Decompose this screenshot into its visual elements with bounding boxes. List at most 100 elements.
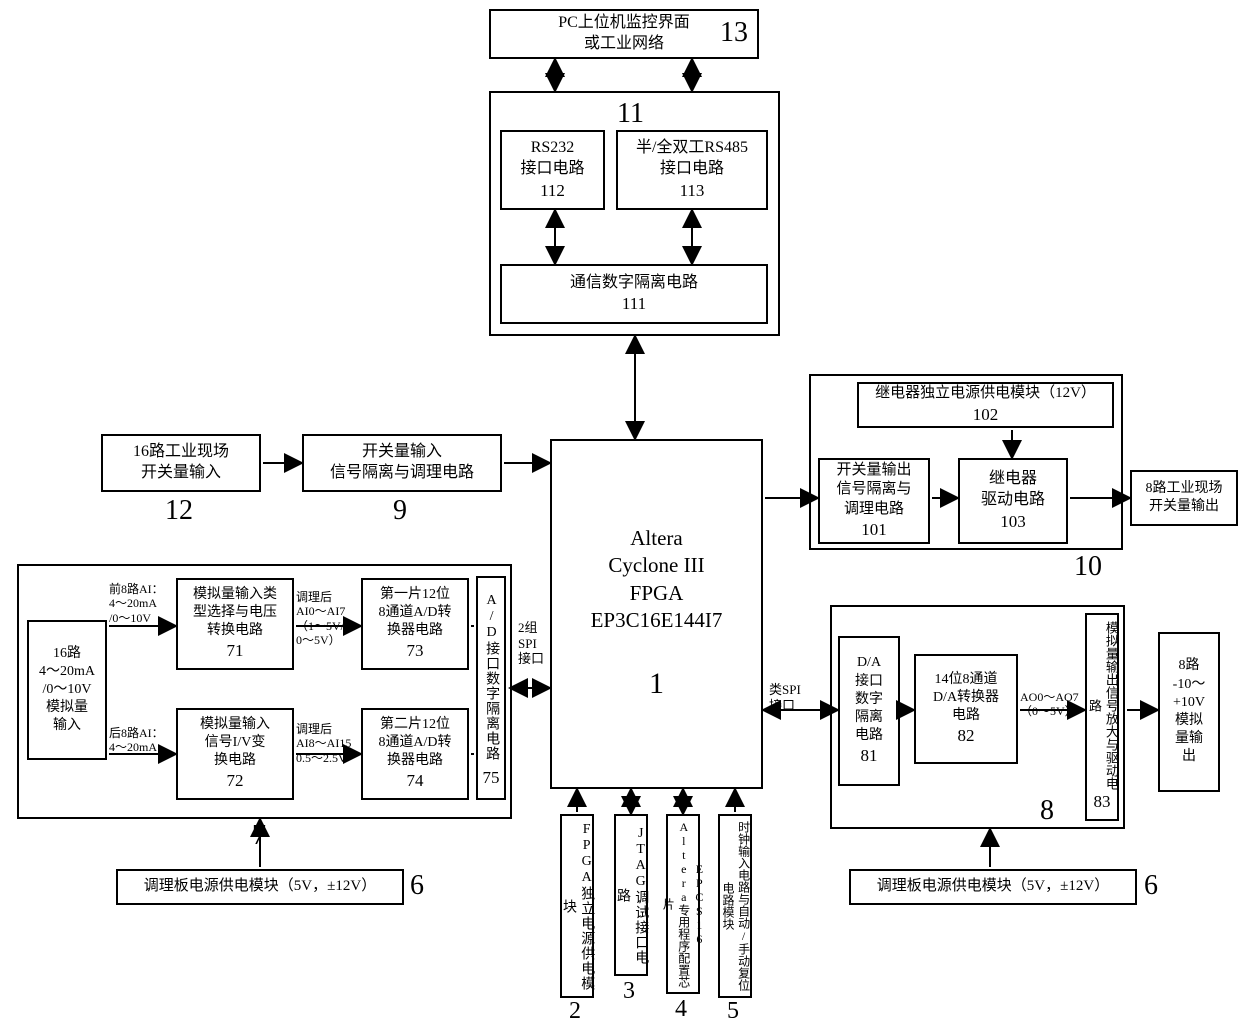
b113-l1: 半/全双工RS485 [636, 138, 748, 159]
b7in-l4: 模拟量 [46, 699, 88, 717]
b75-l1: A/D接口数字隔离电路 [482, 587, 500, 767]
b6l-l1: 调理板电源供电模块（5V，±12V） [144, 877, 376, 897]
box-2: FPGA独立电源供电模块 [560, 814, 594, 998]
b81-l1: D/A [857, 654, 881, 672]
b3-l1: JTAG调试接口电路 [613, 820, 649, 970]
b73-l1: 第一片12位 [380, 586, 450, 604]
b73-l2: 8通道A/D转 [378, 604, 451, 622]
b8o-l1: 8路 [1179, 657, 1200, 675]
label-cond1: 调理后 AI0～AI7 （1～5V/ 0～5V） [296, 590, 345, 648]
b13-l2: 或工业网络 [584, 34, 664, 55]
b83-l1: 模拟量输出信号放大与驱动电路 [1085, 621, 1119, 791]
b10o-l2: 开关量输出 [1149, 498, 1219, 516]
b102-l1: 继电器独立电源供电模块（12V） [875, 384, 1096, 404]
box-102: 继电器独立电源供电模块（12V） 102 [857, 382, 1114, 428]
b82-sub: 82 [958, 725, 975, 747]
num-6l: 6 [410, 870, 424, 902]
b8o-l4: 模拟 [1175, 712, 1203, 730]
box-81: D/A 接口 数字 隔离 电路 81 [838, 636, 900, 786]
box-5: 时钟输入电路与自动/手动复位电路模块 [718, 814, 752, 998]
num-13: 13 [720, 17, 748, 49]
b102-sub: 102 [973, 404, 999, 426]
b81-sub: 81 [861, 745, 878, 767]
b101-sub: 101 [861, 519, 887, 541]
b103-sub: 103 [1000, 511, 1026, 533]
box-82: 14位8通道 D/A转换器 电路 82 [914, 654, 1018, 764]
num-1: 1 [649, 664, 664, 703]
b81-l4: 隔离 [855, 709, 883, 727]
b74-l2: 8通道A/D转 [378, 734, 451, 752]
label-front8: 前8路AI： 4～20mA /0～10V [109, 582, 164, 625]
box-75: A/D接口数字隔离电路 75 [476, 576, 506, 800]
box-101: 开关量输出 信号隔离与 调理电路 101 [818, 458, 930, 544]
b113-l2: 接口电路 [660, 159, 724, 180]
b112-l1: RS232 [531, 138, 575, 159]
b1-l2: Cyclone III [608, 552, 704, 579]
b112-l2: 接口电路 [520, 159, 584, 180]
num-5: 5 [727, 998, 739, 1025]
b101-l1: 开关量输出 [836, 461, 911, 481]
box-8out: 8路 -10～ +10V 模拟 量输 出 [1158, 632, 1220, 792]
b1-l3: FPGA [630, 580, 684, 607]
b7in-l3: /0～10V [43, 681, 92, 699]
b82-l3: 电路 [952, 707, 980, 725]
b111-sub: 111 [622, 293, 646, 315]
b72-l3: 换电路 [214, 752, 256, 770]
b71-l3: 转换电路 [207, 622, 263, 640]
num-12: 12 [165, 495, 193, 527]
b8o-l5: 量输 [1175, 730, 1203, 748]
b103-l2: 驱动电路 [981, 490, 1045, 511]
box-74: 第二片12位 8通道A/D转 换器电路 74 [361, 708, 469, 800]
b82-l2: D/A转换器 [933, 689, 999, 707]
b101-l3: 调理电路 [844, 500, 904, 520]
num-7: 7 [252, 820, 266, 852]
num-3: 3 [623, 978, 635, 1005]
label-back8: 后8路AI： 4～20mA [109, 726, 164, 755]
b113-sub: 113 [680, 180, 705, 202]
b12-l1: 16路工业现场 [133, 442, 229, 463]
label-spi2: 2组 SPI 接口 [518, 620, 544, 667]
b7in-l1: 16路 [53, 645, 81, 663]
b74-l3: 换器电路 [387, 752, 443, 770]
b4-l1: EPCS16 Altera专用程序配置芯片 [660, 820, 707, 988]
b82-l1: 14位8通道 [935, 671, 998, 689]
b71-sub: 71 [227, 640, 244, 662]
b1-l4: EP3C16E144I7 [591, 607, 723, 634]
box-6l: 调理板电源供电模块（5V，±12V） [116, 869, 404, 905]
box-12: 16路工业现场 开关量输入 [101, 434, 261, 492]
num-10: 10 [1074, 551, 1102, 583]
b72-l2: 信号I/V变 [205, 734, 266, 752]
num-6r: 6 [1144, 870, 1158, 902]
b6r-l1: 调理板电源供电模块（5V，±12V） [877, 877, 1109, 897]
b8o-l3: +10V [1173, 694, 1205, 712]
num-8: 8 [1040, 795, 1054, 827]
b81-l2: 接口 [855, 673, 883, 691]
label-spi: 类SPI 接口 [769, 682, 801, 713]
b112-sub: 112 [540, 180, 565, 202]
b74-sub: 74 [407, 770, 424, 792]
b72-sub: 72 [227, 770, 244, 792]
b5-l1: 时钟输入电路与自动/手动复位电路模块 [719, 820, 750, 992]
b75-sub: 75 [483, 767, 500, 789]
b8o-l6: 出 [1182, 748, 1196, 766]
b101-l2: 信号隔离与 [836, 480, 911, 500]
box-111: 通信数字隔离电路 111 [500, 264, 768, 324]
b7in-l5: 输入 [53, 717, 81, 735]
box-10out: 8路工业现场 开关量输出 [1130, 470, 1238, 526]
b81-l5: 电路 [855, 727, 883, 745]
num-9: 9 [393, 495, 407, 527]
box-72: 模拟量输入 信号I/V变 换电路 72 [176, 708, 294, 800]
b12-l2: 开关量输入 [141, 463, 221, 484]
b111-l1: 通信数字隔离电路 [570, 273, 698, 294]
b103-l1: 继电器 [989, 469, 1037, 490]
box-13: PC上位机监控界面 或工业网络 [489, 9, 759, 59]
box-83: 模拟量输出信号放大与驱动电路 83 [1085, 613, 1119, 821]
label-cond2: 调理后 AI8～AI15 0.5～2.5V [296, 722, 351, 765]
box-4: EPCS16 Altera专用程序配置芯片 [666, 814, 700, 994]
b9-l1: 开关量输入 [362, 442, 442, 463]
b73-sub: 73 [407, 640, 424, 662]
box-1: Altera Cyclone III FPGA EP3C16E144I7 1 [550, 439, 763, 789]
num-2: 2 [569, 998, 581, 1025]
b8o-l2: -10～ [1173, 676, 1206, 694]
box-73: 第一片12位 8通道A/D转 换器电路 73 [361, 578, 469, 670]
